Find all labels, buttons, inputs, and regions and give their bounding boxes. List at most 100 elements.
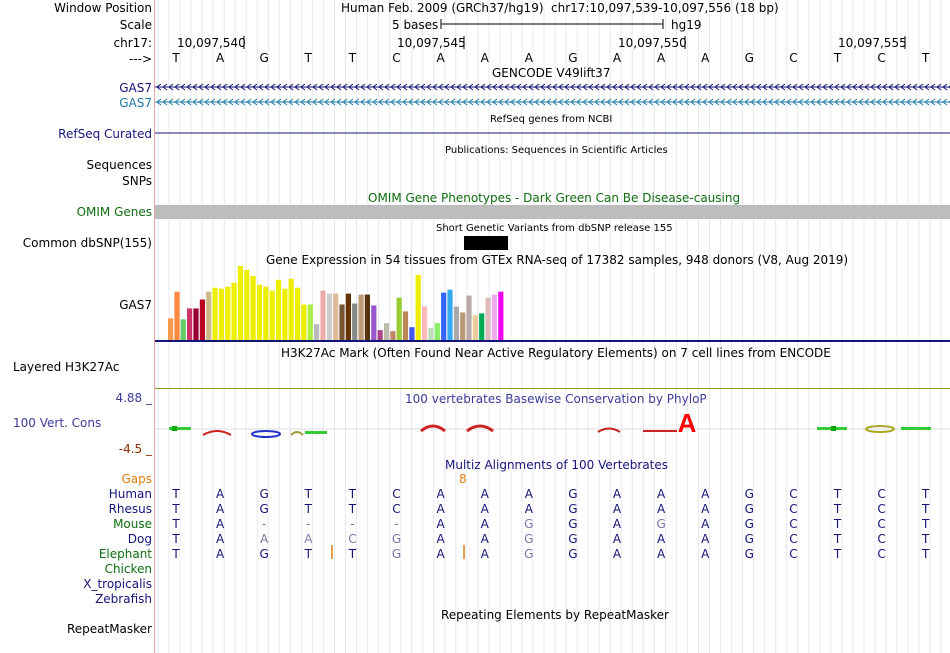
reference-base: C xyxy=(789,51,798,65)
alignment-base-dog: C xyxy=(877,532,886,546)
alignment-base-rhesus: C xyxy=(877,502,886,516)
ruler-position: 10,097,550 xyxy=(618,36,687,50)
gtex-tissue-bar xyxy=(168,318,174,340)
reference-base: G xyxy=(259,51,269,65)
alignment-base-dog: A xyxy=(612,532,622,546)
gtex-tissue-bar xyxy=(320,290,326,340)
alignment-base-rhesus: A xyxy=(480,502,489,516)
reference-base: A xyxy=(656,51,666,65)
gtex-tissue-bar xyxy=(263,286,269,340)
alignment-base-rhesus: G xyxy=(744,502,754,516)
alignment-base-mouse: G xyxy=(744,517,754,531)
alignment-base-human: T xyxy=(172,487,180,501)
alignment-base-human: T xyxy=(348,487,357,501)
reference-base: A xyxy=(524,51,533,65)
gtex-track-label[interactable]: GAS7 xyxy=(119,298,152,312)
alignment-base-mouse: T xyxy=(172,517,180,531)
alignment-base-dog: C xyxy=(348,532,357,546)
alignment-base-dog: A xyxy=(480,532,489,546)
window-position-value: chr17:10,097,539-10,097,556 (18 bp) xyxy=(551,1,779,15)
gtex-tissue-bar xyxy=(307,304,313,340)
gencode-gene-label-2[interactable]: GAS7 xyxy=(119,96,152,110)
reference-base: T xyxy=(172,51,180,65)
alignment-base-elephant: G xyxy=(259,547,269,561)
alignment-base-dog: G xyxy=(568,532,578,546)
alignment-base-elephant: T xyxy=(348,547,357,561)
gtex-tissue-bar xyxy=(383,323,390,340)
omim-track-label[interactable]: OMIM Genes xyxy=(76,205,152,219)
gap-count: 8 xyxy=(459,472,467,486)
alignment-base-dog: T xyxy=(172,532,180,546)
phylop-logo-track[interactable]: A xyxy=(155,405,950,445)
gtex-expression-chart[interactable] xyxy=(155,266,950,342)
ruler-position: 10,097,540 xyxy=(177,36,246,50)
gtex-tissue-bar xyxy=(180,319,186,340)
alignment-base-rhesus: T xyxy=(304,502,312,516)
alignment-base-human: G xyxy=(744,487,754,501)
gtex-tissue-bar xyxy=(244,269,250,340)
alignment-base-dog: G xyxy=(744,532,754,546)
h3k27ac-track-label[interactable]: Layered H3K27Ac xyxy=(13,360,120,374)
snps-track-label[interactable]: SNPs xyxy=(122,174,152,188)
alignment-base-mouse: A xyxy=(215,517,225,531)
alignment-base-rhesus: T xyxy=(922,502,930,516)
h3k27ac-track-title: H3K27Ac Mark (Often Found Near Active Re… xyxy=(281,346,831,360)
elephant-insertion-marks xyxy=(331,545,465,559)
chrom-label: chr17: xyxy=(113,36,152,50)
gencode-gene-models[interactable] xyxy=(155,82,950,108)
reference-base: A xyxy=(436,51,445,65)
gtex-tissue-bar xyxy=(282,288,288,340)
gtex-tissue-bar xyxy=(269,290,275,340)
reference-base: G xyxy=(744,51,754,65)
gtex-baseline xyxy=(155,340,950,342)
species-label-dog: Dog xyxy=(127,532,152,546)
dbsnp-variant[interactable] xyxy=(464,236,508,250)
phylop-mark xyxy=(251,430,281,438)
gtex-tissue-bar xyxy=(352,303,358,340)
phylop-track-label[interactable]: 100 Vert. Cons xyxy=(13,416,102,430)
repeatmasker-track-label[interactable]: RepeatMasker xyxy=(66,622,152,636)
alignment-base-human: T xyxy=(922,487,930,501)
gencode-gene-label-1[interactable]: GAS7 xyxy=(119,81,152,95)
alignment-base-mouse: T xyxy=(833,517,842,531)
alignment-base-mouse: A xyxy=(612,517,622,531)
gtex-tissue-bar xyxy=(377,330,383,340)
window-position-label: Window Position xyxy=(54,1,152,15)
omim-track-title: OMIM Gene Phenotypes - Dark Green Can Be… xyxy=(368,191,741,205)
reference-base: C xyxy=(877,51,886,65)
phylop-mark xyxy=(202,430,232,436)
alignment-base-rhesus: T xyxy=(172,502,180,516)
alignment-base-human: A xyxy=(612,487,622,501)
alignment-base-mouse: G xyxy=(524,517,534,531)
phylop-mark xyxy=(420,424,446,433)
reference-base: T xyxy=(348,51,357,65)
alignment-base-rhesus: C xyxy=(392,502,401,516)
alignment-base-dog: G xyxy=(524,532,534,546)
alignment-base-elephant: C xyxy=(877,547,886,561)
phylop-max-label: 4.88 _ xyxy=(115,391,152,405)
refseq-track-label[interactable]: RefSeq Curated xyxy=(58,127,152,141)
alignment-base-elephant: A xyxy=(656,547,666,561)
alignment-base-mouse: A xyxy=(480,517,489,531)
alignment-base-mouse: T xyxy=(922,517,930,531)
gtex-tissue-bar xyxy=(358,294,364,340)
refseq-gene-line[interactable] xyxy=(155,128,950,138)
h3k27ac-signal-line[interactable] xyxy=(155,388,950,389)
scale-label: Scale xyxy=(119,18,152,32)
browser-tracks-image[interactable]: Human Feb. 2009 (GRCh37/hg19) chr17:10,0… xyxy=(155,0,950,653)
dbsnp-track-label[interactable]: Common dbSNP(155) xyxy=(22,236,152,250)
gencode-track-title: GENCODE V49lift37 xyxy=(492,66,611,80)
phylop-mark xyxy=(865,425,895,433)
gtex-tissue-bar xyxy=(231,282,237,340)
gtex-tissue-bar xyxy=(174,291,180,340)
alignment-base-human: A xyxy=(436,487,445,501)
gtex-tissue-bar xyxy=(434,323,440,340)
sequences-track-label[interactable]: Sequences xyxy=(86,158,152,172)
gtex-tissue-bar xyxy=(402,311,409,340)
alignment-base-elephant: G xyxy=(568,547,578,561)
species-label-chicken: Chicken xyxy=(104,562,152,576)
omim-gene-bar[interactable] xyxy=(155,205,950,219)
phylop-min-label: -4.5 _ xyxy=(118,442,152,456)
alignment-base-elephant: T xyxy=(922,547,930,561)
scale-bases: 5 bases xyxy=(392,18,439,32)
